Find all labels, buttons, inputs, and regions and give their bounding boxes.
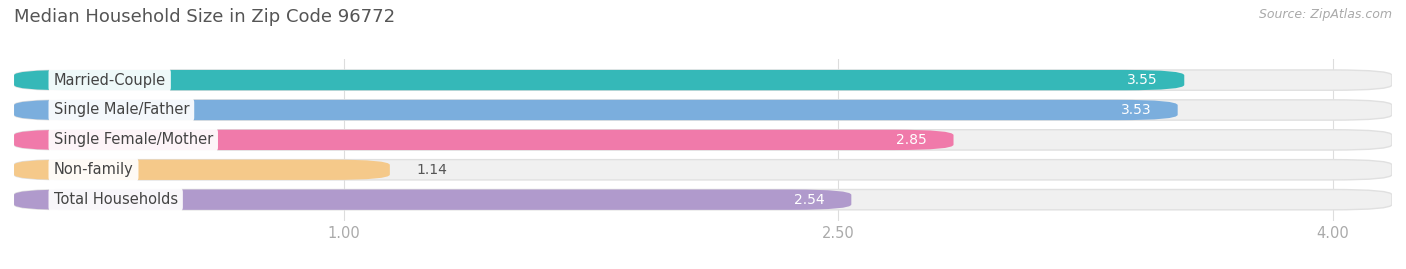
FancyBboxPatch shape — [14, 100, 1392, 120]
Text: Source: ZipAtlas.com: Source: ZipAtlas.com — [1258, 8, 1392, 21]
FancyBboxPatch shape — [14, 189, 1392, 210]
Text: 2.85: 2.85 — [897, 133, 927, 147]
Text: Non-family: Non-family — [53, 162, 134, 177]
Text: Median Household Size in Zip Code 96772: Median Household Size in Zip Code 96772 — [14, 8, 395, 26]
Text: Total Households: Total Households — [53, 192, 177, 207]
FancyBboxPatch shape — [14, 100, 1178, 120]
FancyBboxPatch shape — [14, 130, 1392, 150]
FancyBboxPatch shape — [14, 189, 852, 210]
Text: 3.55: 3.55 — [1128, 73, 1159, 87]
FancyBboxPatch shape — [14, 70, 1184, 90]
FancyBboxPatch shape — [14, 70, 1392, 90]
Text: 3.53: 3.53 — [1121, 103, 1152, 117]
Text: Single Male/Father: Single Male/Father — [53, 102, 190, 118]
Text: 1.14: 1.14 — [416, 163, 447, 177]
FancyBboxPatch shape — [14, 160, 389, 180]
FancyBboxPatch shape — [14, 160, 1392, 180]
Text: Single Female/Mother: Single Female/Mother — [53, 132, 212, 147]
FancyBboxPatch shape — [14, 130, 953, 150]
Text: 2.54: 2.54 — [794, 193, 825, 207]
Text: Married-Couple: Married-Couple — [53, 73, 166, 88]
